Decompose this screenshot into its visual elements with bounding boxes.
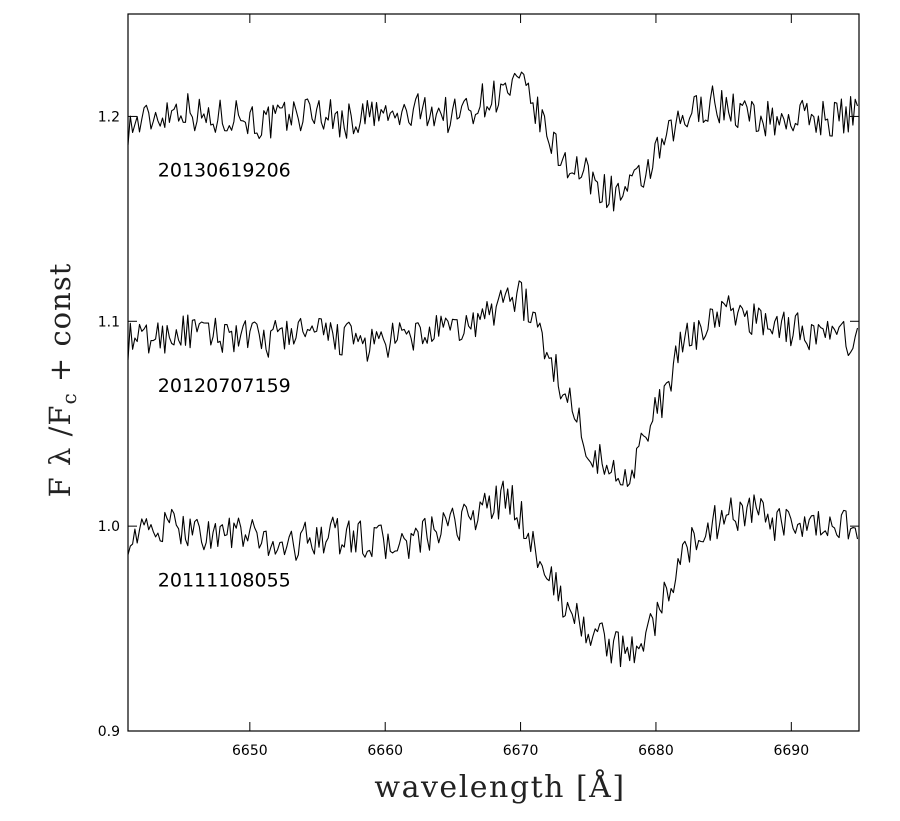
series-line: [127, 480, 859, 668]
series-line: [127, 71, 859, 212]
series-line: [127, 280, 859, 487]
x-tick-label: 6660: [367, 743, 403, 759]
x-tick-label: 6680: [638, 743, 674, 759]
x-tick-label: 6690: [773, 743, 809, 759]
axis-ticks: 6650 6660 6670 6680 6690 0.9 1.0 1.1 1.2: [98, 14, 859, 759]
y-axis-title-subscript: c: [57, 392, 81, 404]
y-axis-title-suffix: + const: [43, 263, 77, 393]
series-label: 20130619206: [158, 160, 291, 182]
y-axis-title-main: F λ /F: [43, 405, 77, 498]
y-tick-label: 1.1: [98, 314, 120, 330]
x-tick-label: 6650: [232, 743, 268, 759]
y-tick-label: 1.2: [98, 109, 120, 125]
series-label: 20120707159: [158, 375, 291, 397]
y-tick-label: 1.0: [98, 519, 120, 535]
x-axis-title: wavelength [Å]: [374, 769, 625, 805]
x-tick-label: 6670: [503, 743, 539, 759]
series-label: 20111108055: [158, 569, 291, 591]
series-group: [127, 71, 859, 668]
plot-frame: [127, 13, 860, 732]
y-axis-title: F λ /Fc + const: [43, 263, 81, 498]
series-labels: 20130619206 20120707159 20111108055: [158, 160, 291, 592]
y-tick-label: 0.9: [98, 724, 120, 740]
